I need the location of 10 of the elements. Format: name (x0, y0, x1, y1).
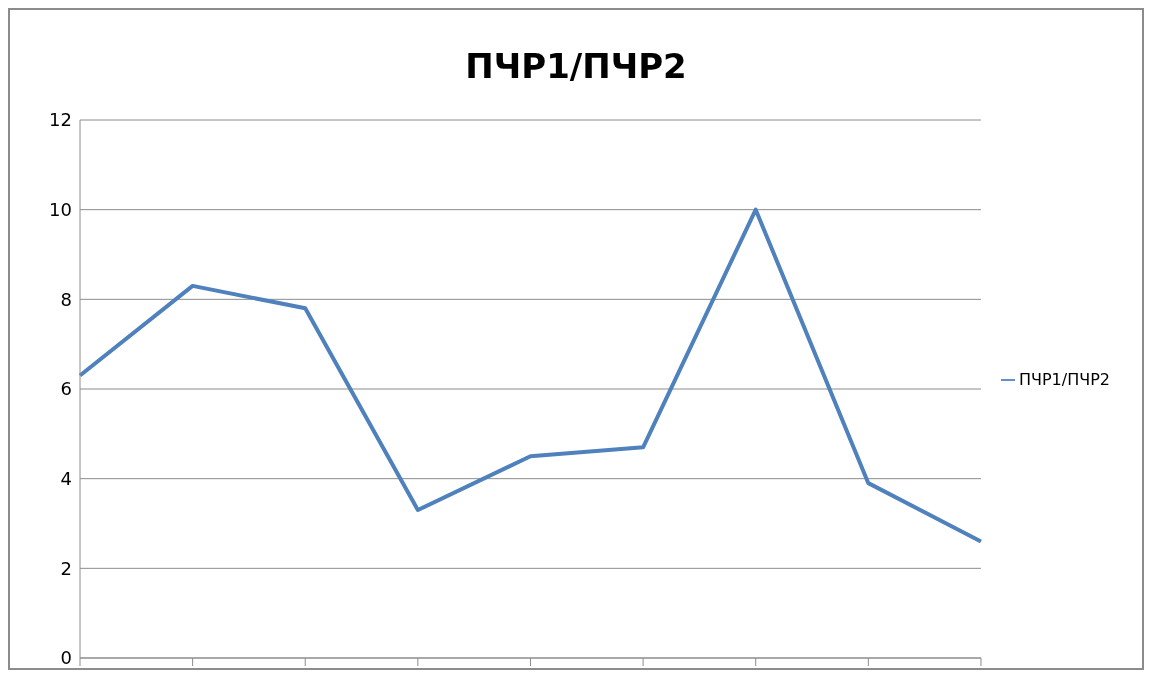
y-tick-label: 10 (49, 199, 72, 221)
y-tick-label: 2 (60, 557, 72, 579)
y-tick-label: 4 (60, 468, 72, 490)
line-series (78, 207, 983, 544)
y-tick-label: 6 (60, 378, 72, 400)
y-tick-label: 8 (60, 288, 72, 310)
chart-title: ПЧР1/ПЧР2 (464, 45, 688, 88)
y-tick-label: 0 (60, 647, 72, 669)
legend-label: ПЧР1/ПЧР2 (1018, 369, 1110, 389)
y-tick-label: 12 (49, 109, 72, 131)
